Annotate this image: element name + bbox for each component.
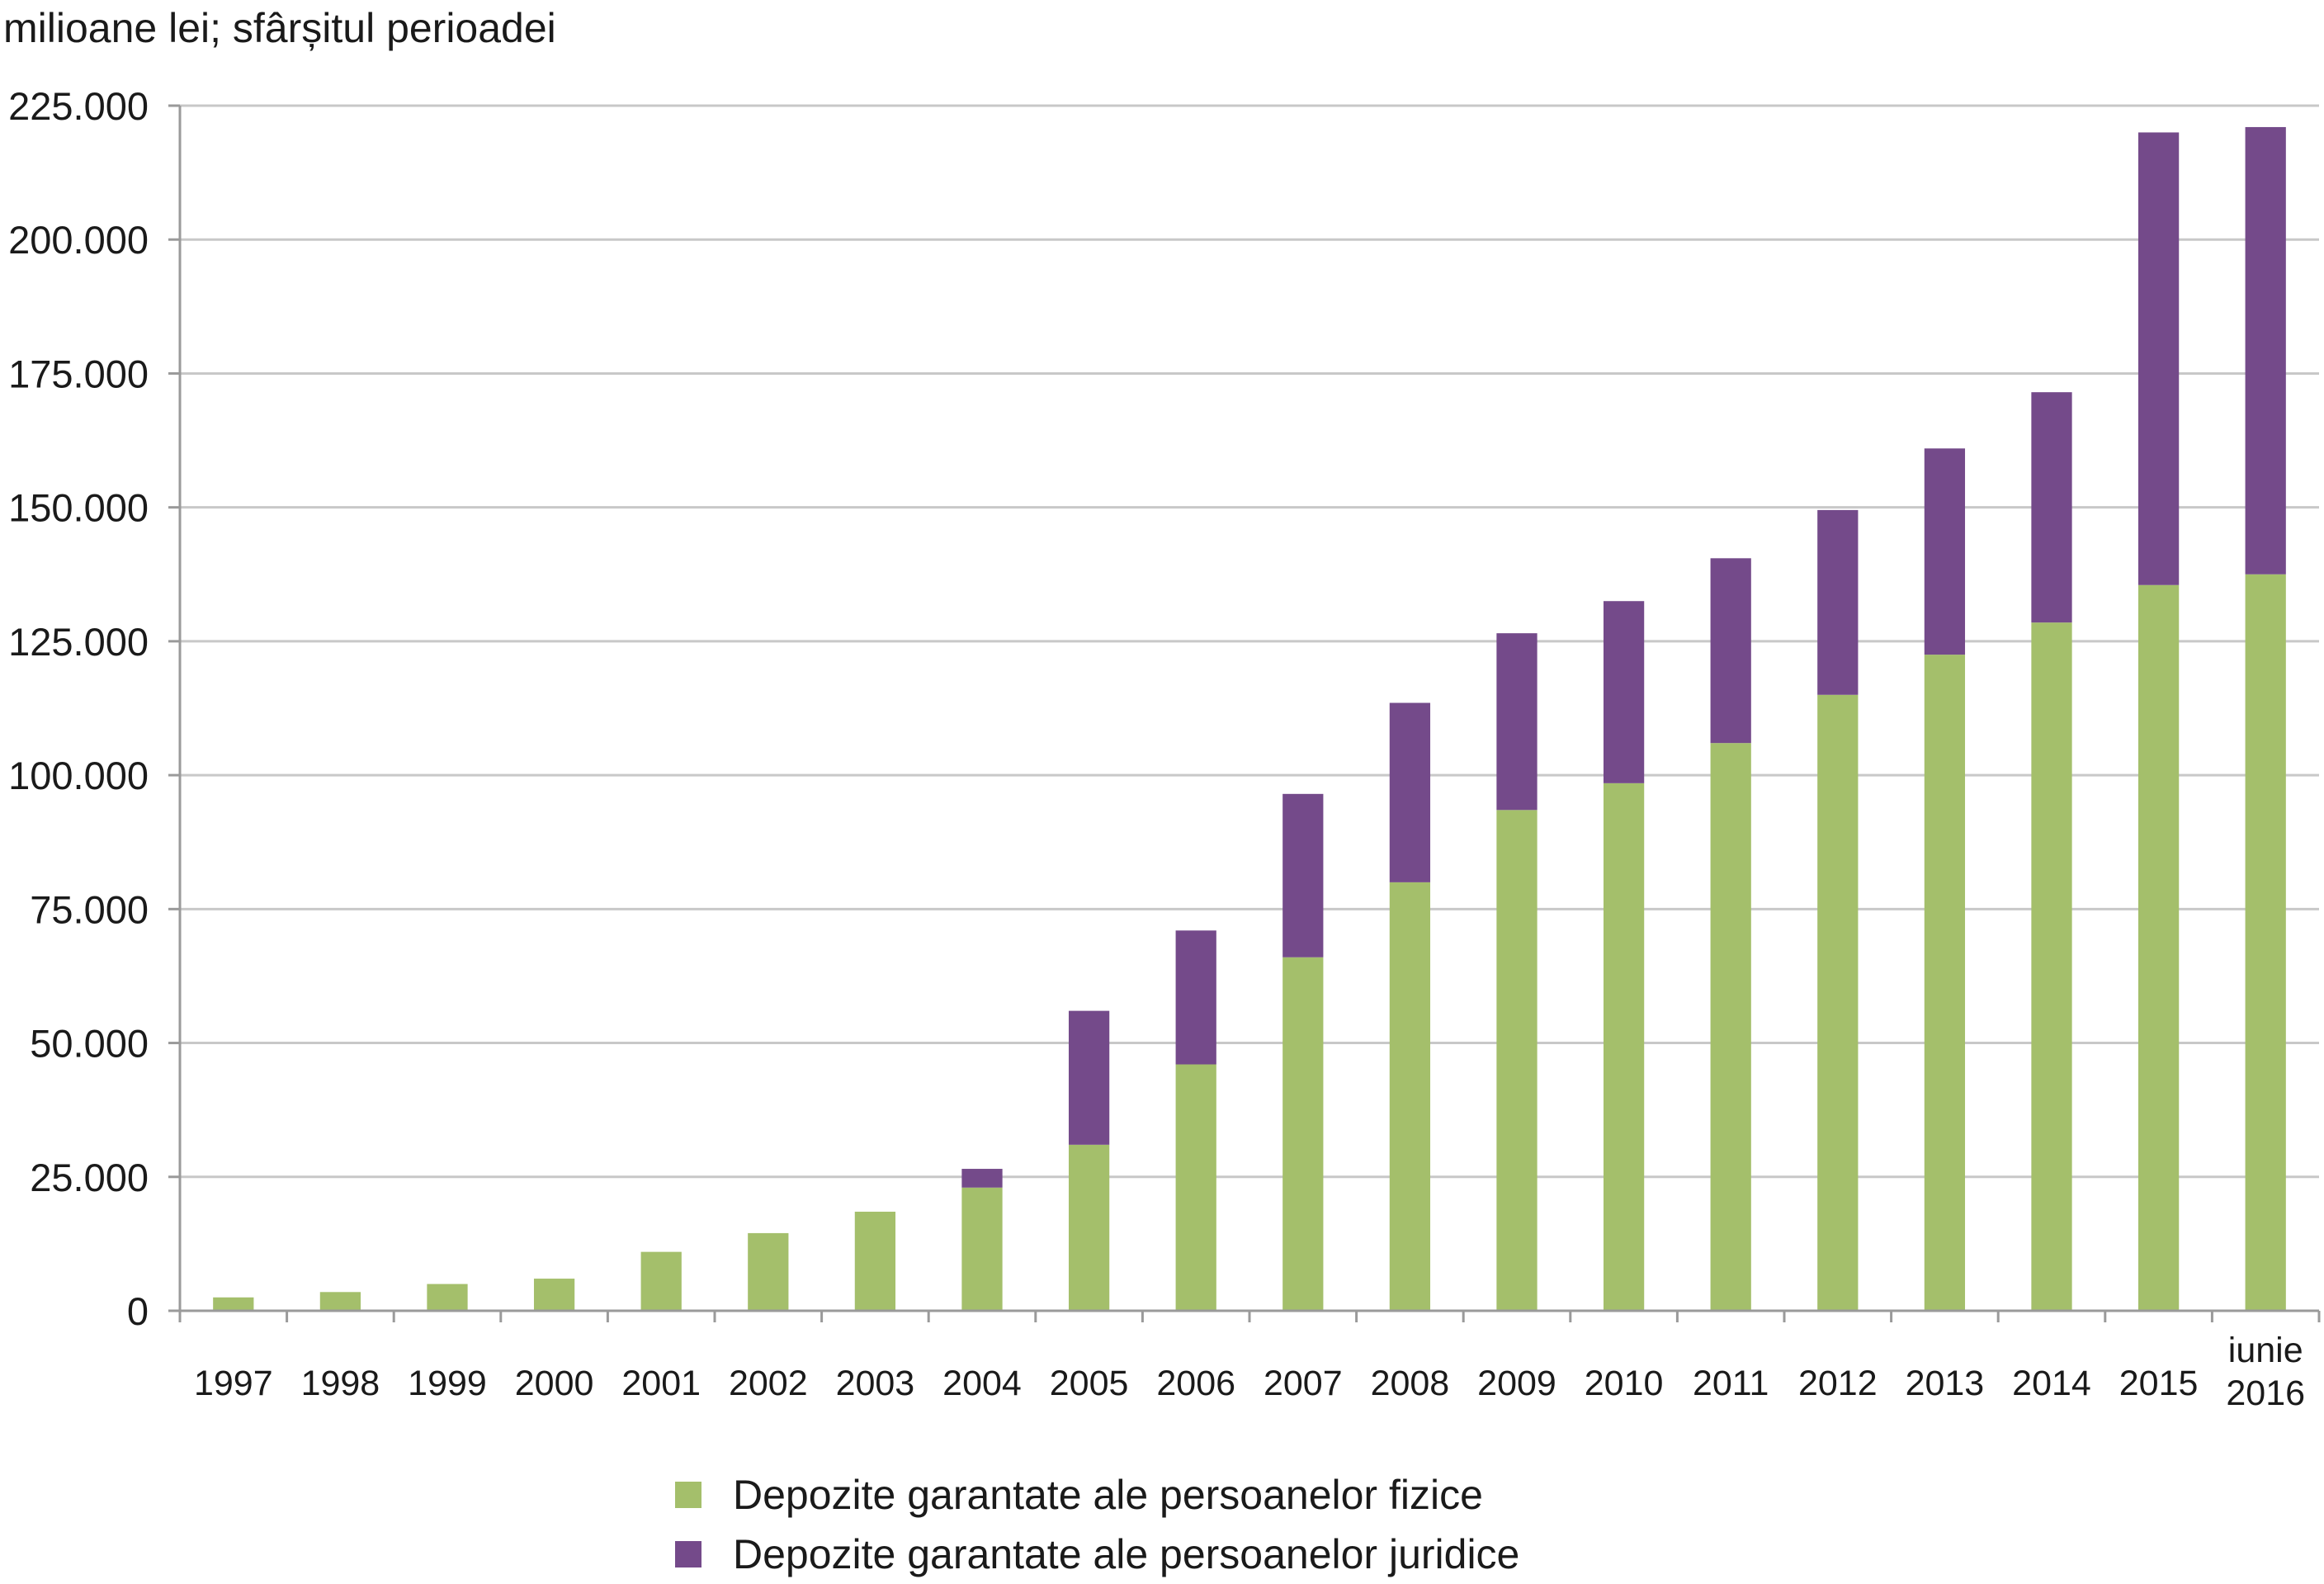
- x-tick-label-line: 2005: [1050, 1364, 1129, 1403]
- x-tick-label-line: 2015: [2119, 1364, 2199, 1403]
- x-tick-label: 2012: [1798, 1364, 1878, 1403]
- y-tick-label: 225.000: [8, 84, 149, 128]
- bars: [213, 126, 2286, 1311]
- bar-segment-fizice: [533, 1279, 575, 1311]
- x-tick-label-line: iunie: [2228, 1331, 2303, 1370]
- bar-segment-fizice: [640, 1251, 682, 1311]
- x-tick-label-line: 2001: [621, 1364, 701, 1403]
- x-tick-label-line: 2008: [1371, 1364, 1450, 1403]
- y-axis-unit-label: milioane lei; sfârșitul perioadei: [3, 5, 556, 51]
- bar-segment-fizice: [1817, 694, 1859, 1311]
- bar-segment-juridice: [1710, 558, 1751, 744]
- bar-segment-juridice: [961, 1169, 1003, 1188]
- x-tick-labels: 1997 1998 1999 2000 2001 2002 2003 2004 2005 2006…: [194, 1331, 2305, 1413]
- bar-segment-juridice: [1817, 509, 1859, 695]
- bar-segment-fizice: [213, 1297, 254, 1311]
- bar-segment-juridice: [1068, 1010, 1110, 1145]
- x-tick-label-line: 1998: [301, 1364, 380, 1403]
- axes: [168, 104, 2321, 1322]
- x-tick-label-line: 2011: [1693, 1364, 1769, 1403]
- x-tick-label: 2009: [1477, 1364, 1556, 1403]
- bar-segment-fizice: [1068, 1144, 1110, 1311]
- x-tick-label: 2005: [1050, 1364, 1129, 1403]
- legend-swatch-juridice: [675, 1541, 701, 1567]
- bar-segment-fizice: [1710, 743, 1751, 1311]
- x-tick-label: iunie 2016: [2226, 1331, 2305, 1413]
- y-tick-labels: 0 25.000 50.000 75.000 100.000 125.000 150.000…: [8, 84, 149, 1333]
- x-tick-label-line: 2009: [1477, 1364, 1556, 1403]
- bar-segment-juridice: [1496, 633, 1538, 811]
- bar-segment-fizice: [1924, 655, 1966, 1311]
- x-tick-label: 2007: [1264, 1364, 1343, 1403]
- y-tick-label: 0: [127, 1289, 149, 1333]
- x-tick-label-line: 2000: [515, 1364, 594, 1403]
- x-tick-label: 2008: [1371, 1364, 1450, 1403]
- x-tick-label: 1997: [194, 1364, 273, 1403]
- bar-segment-juridice: [2031, 392, 2072, 623]
- x-tick-label-line: 2013: [1906, 1364, 1985, 1403]
- y-tick-label: 75.000: [30, 887, 149, 931]
- bar-segment-fizice: [1175, 1064, 1216, 1311]
- bar-segment-juridice: [1175, 930, 1216, 1065]
- y-tick-label: 200.000: [8, 218, 149, 262]
- legend-swatch-fizice: [675, 1482, 701, 1508]
- y-tick-label: 50.000: [30, 1022, 149, 1066]
- x-tick-label-line: 2004: [942, 1364, 1022, 1403]
- bar-segment-juridice: [1603, 601, 1645, 783]
- x-tick-label-line: 2002: [729, 1364, 808, 1403]
- x-tick-label: 2004: [942, 1364, 1022, 1403]
- legend-label-juridice: Depozite garantate ale persoanelor jurid…: [733, 1531, 1520, 1577]
- x-tick-label-line: 1999: [408, 1364, 487, 1403]
- x-tick-label-line: 2014: [2012, 1364, 2091, 1403]
- x-tick-label-line: 2016: [2226, 1374, 2305, 1413]
- legend-label-fizice: Depozite garantate ale persoanelor fizic…: [733, 1472, 1483, 1518]
- x-tick-label: 2010: [1585, 1364, 1664, 1403]
- x-tick-label-line: 2007: [1264, 1364, 1343, 1403]
- bar-segment-fizice: [427, 1284, 468, 1311]
- bar-segment-fizice: [1282, 957, 1324, 1311]
- x-tick-label: 1998: [301, 1364, 380, 1403]
- legend: Depozite garantate ale persoanelor fizic…: [675, 1465, 1519, 1584]
- bar-segment-fizice: [961, 1187, 1003, 1311]
- x-tick-label-line: 2006: [1156, 1364, 1235, 1403]
- x-tick-label: 2006: [1156, 1364, 1235, 1403]
- x-tick-label: 2014: [2012, 1364, 2091, 1403]
- legend-item-juridice: Depozite garantate ale persoanelor jurid…: [675, 1525, 1519, 1584]
- x-tick-label: 2013: [1906, 1364, 1985, 1403]
- y-tick-label: 150.000: [8, 486, 149, 530]
- y-tick-label: 25.000: [30, 1156, 149, 1199]
- bar-segment-fizice: [854, 1211, 896, 1311]
- bar-segment-fizice: [748, 1232, 789, 1311]
- y-tick-label: 100.000: [8, 754, 149, 797]
- x-tick-label: 2015: [2119, 1364, 2199, 1403]
- bar-segment-juridice: [1389, 702, 1431, 882]
- x-tick-label: 2001: [621, 1364, 701, 1403]
- x-tick-label: 2002: [729, 1364, 808, 1403]
- y-tick-label: 125.000: [8, 620, 149, 664]
- x-tick-label: 2000: [515, 1364, 594, 1403]
- bar-segment-juridice: [2137, 132, 2180, 585]
- x-tick-label-line: 2003: [836, 1364, 915, 1403]
- x-tick-label: 2003: [836, 1364, 915, 1403]
- bar-segment-fizice: [1389, 882, 1431, 1311]
- y-tick-label: 175.000: [8, 352, 149, 395]
- bar-segment-juridice: [2245, 126, 2286, 574]
- bar-segment-juridice: [1282, 793, 1324, 957]
- bar-segment-fizice: [1496, 810, 1538, 1311]
- x-tick-label-line: 1997: [194, 1364, 273, 1403]
- bar-segment-fizice: [2137, 584, 2180, 1311]
- gridlines: [180, 104, 2319, 1179]
- legend-item-fizice: Depozite garantate ale persoanelor fizic…: [675, 1465, 1519, 1525]
- x-tick-label-line: 2012: [1798, 1364, 1878, 1403]
- bar-segment-fizice: [319, 1292, 361, 1311]
- x-tick-label: 1999: [408, 1364, 487, 1403]
- x-tick-label: 2011: [1693, 1364, 1769, 1403]
- bar-segment-fizice: [2245, 574, 2286, 1311]
- bar-segment-fizice: [2031, 622, 2072, 1311]
- bar-segment-fizice: [1603, 783, 1645, 1311]
- bar-segment-juridice: [1924, 448, 1966, 655]
- x-tick-label-line: 2010: [1585, 1364, 1664, 1403]
